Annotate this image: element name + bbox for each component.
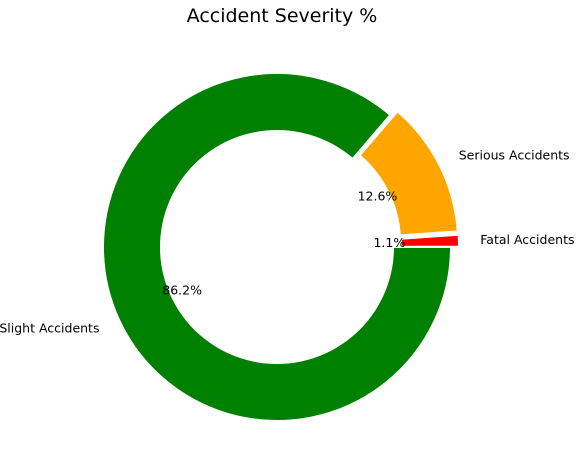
- category-label-serious-accidents: Serious Accidents: [459, 148, 570, 163]
- slice-slight-accidents: [102, 72, 453, 422]
- donut-slices: [102, 72, 460, 422]
- pct-label-slight-accidents: 86.2%: [162, 283, 202, 298]
- pct-label-fatal-accidents: 1.1%: [373, 235, 405, 250]
- slice-labels: Fatal Accidents 1.1% Serious Accidents 12.6…: [0, 148, 575, 336]
- category-label-fatal-accidents: Fatal Accidents: [480, 232, 574, 247]
- pct-label-serious-accidents: 12.6%: [358, 189, 398, 204]
- slice-fatal-accidents: [399, 233, 460, 248]
- slice-serious-accidents: [358, 109, 459, 237]
- chart-title: Accident Severity %: [187, 5, 378, 27]
- category-label-slight-accidents: Slight Accidents: [0, 321, 99, 336]
